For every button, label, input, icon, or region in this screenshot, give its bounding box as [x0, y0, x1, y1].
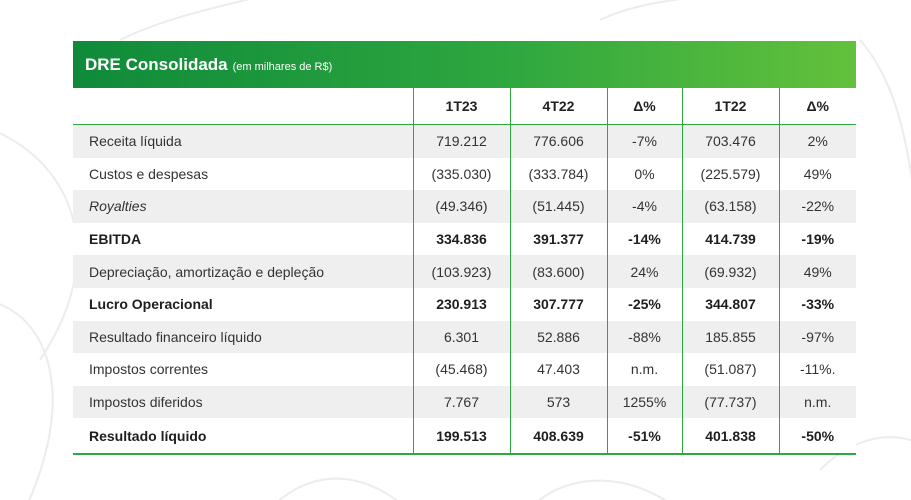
cell-4t22: 573 [509, 385, 607, 419]
cell-4t22: (83.600) [509, 255, 607, 288]
row-label: Depreciação, amortização e depleção [73, 255, 413, 288]
cell-1t23: 230.913 [412, 287, 510, 321]
table-subtitle: (em milhares de R$) [232, 60, 333, 73]
column-header-4t22: 4T22 [509, 88, 607, 125]
row-label: Receita líquida [73, 124, 413, 158]
cell-delta-4t22: -14% [606, 222, 682, 256]
table-row: Resultado financeiro líquido 6.301 52.88… [73, 320, 856, 354]
cell-1t23: (103.923) [412, 255, 510, 288]
cell-delta-1t22: 49% [778, 255, 856, 288]
cell-delta-1t22: -97% [778, 320, 856, 354]
table-row: Lucro Operacional 230.913 307.777 -25% 3… [73, 287, 856, 321]
cell-1t23: (335.030) [412, 157, 510, 191]
cell-delta-4t22: 1255% [606, 385, 682, 419]
cell-1t23: 199.513 [412, 418, 510, 456]
cell-1t22: (77.737) [681, 385, 779, 419]
cell-delta-1t22: 49% [778, 157, 856, 191]
table-row: Resultado líquido 199.513 408.639 -51% 4… [73, 418, 856, 456]
cell-1t22: 185.855 [681, 320, 779, 354]
table-title-bar: DRE Consolidada (em milhares de R$) [73, 41, 856, 88]
cell-1t23: 334.836 [412, 222, 510, 256]
cell-4t22: 391.377 [509, 222, 607, 256]
cell-delta-1t22: -50% [778, 418, 856, 456]
row-label: Resultado líquido [73, 418, 413, 456]
row-label: Impostos diferidos [73, 385, 413, 419]
cell-delta-4t22: 24% [606, 255, 682, 288]
cell-4t22: (51.445) [509, 190, 607, 223]
cell-1t23: 6.301 [412, 320, 510, 354]
dre-table: 1T23 4T22 Δ% 1T22 Δ% Receita líquida 719… [73, 88, 856, 456]
cell-delta-4t22: n.m. [606, 353, 682, 386]
column-header-label [73, 88, 413, 125]
cell-1t22: (51.087) [681, 353, 779, 386]
cell-delta-1t22: -19% [778, 222, 856, 256]
cell-1t22: 401.838 [681, 418, 779, 456]
cell-delta-4t22: -4% [606, 190, 682, 223]
cell-delta-1t22: -11%. [778, 353, 856, 386]
cell-1t22: (225.579) [681, 157, 779, 191]
cell-1t23: (45.468) [412, 353, 510, 386]
table-row: EBITDA 334.836 391.377 -14% 414.739 -19% [73, 222, 856, 256]
table-row: Custos e despesas (335.030) (333.784) 0%… [73, 157, 856, 191]
cell-1t23: 719.212 [412, 124, 510, 158]
row-label: Resultado financeiro líquido [73, 320, 413, 354]
row-label: Lucro Operacional [73, 287, 413, 321]
cell-delta-1t22: n.m. [778, 385, 856, 419]
row-label: Custos e despesas [73, 157, 413, 191]
cell-1t22: 344.807 [681, 287, 779, 321]
table-row: Impostos correntes (45.468) 47.403 n.m. … [73, 353, 856, 386]
cell-delta-1t22: -33% [778, 287, 856, 321]
row-label: Impostos correntes [73, 353, 413, 386]
cell-1t23: 7.767 [412, 385, 510, 419]
cell-delta-4t22: 0% [606, 157, 682, 191]
table-header-row: 1T23 4T22 Δ% 1T22 Δ% [73, 88, 856, 125]
cell-delta-4t22: -51% [606, 418, 682, 456]
dre-table-panel: DRE Consolidada (em milhares de R$) 1T23… [73, 41, 856, 456]
cell-4t22: 776.606 [509, 124, 607, 158]
cell-delta-4t22: -7% [606, 124, 682, 158]
table-row: Royalties (49.346) (51.445) -4% (63.158)… [73, 190, 856, 223]
cell-1t22: (63.158) [681, 190, 779, 223]
column-header-delta-4t22: Δ% [606, 88, 682, 125]
cell-delta-4t22: -88% [606, 320, 682, 354]
cell-4t22: 47.403 [509, 353, 607, 386]
cell-delta-1t22: 2% [778, 124, 856, 158]
cell-delta-4t22: -25% [606, 287, 682, 321]
cell-1t23: (49.346) [412, 190, 510, 223]
column-header-1t22: 1T22 [681, 88, 779, 125]
cell-4t22: (333.784) [509, 157, 607, 191]
table-row: Receita líquida 719.212 776.606 -7% 703.… [73, 124, 856, 158]
table-row: Depreciação, amortização e depleção (103… [73, 255, 856, 288]
cell-1t22: (69.932) [681, 255, 779, 288]
row-label: EBITDA [73, 222, 413, 256]
cell-1t22: 414.739 [681, 222, 779, 256]
cell-delta-1t22: -22% [778, 190, 856, 223]
table-row: Impostos diferidos 7.767 573 1255% (77.7… [73, 385, 856, 419]
table-title: DRE Consolidada [85, 54, 228, 74]
cell-4t22: 307.777 [509, 287, 607, 321]
cell-4t22: 408.639 [509, 418, 607, 456]
column-header-delta-1t22: Δ% [778, 88, 856, 125]
cell-4t22: 52.886 [509, 320, 607, 354]
cell-1t22: 703.476 [681, 124, 779, 158]
row-label: Royalties [73, 190, 413, 223]
column-header-1t23: 1T23 [412, 88, 510, 125]
